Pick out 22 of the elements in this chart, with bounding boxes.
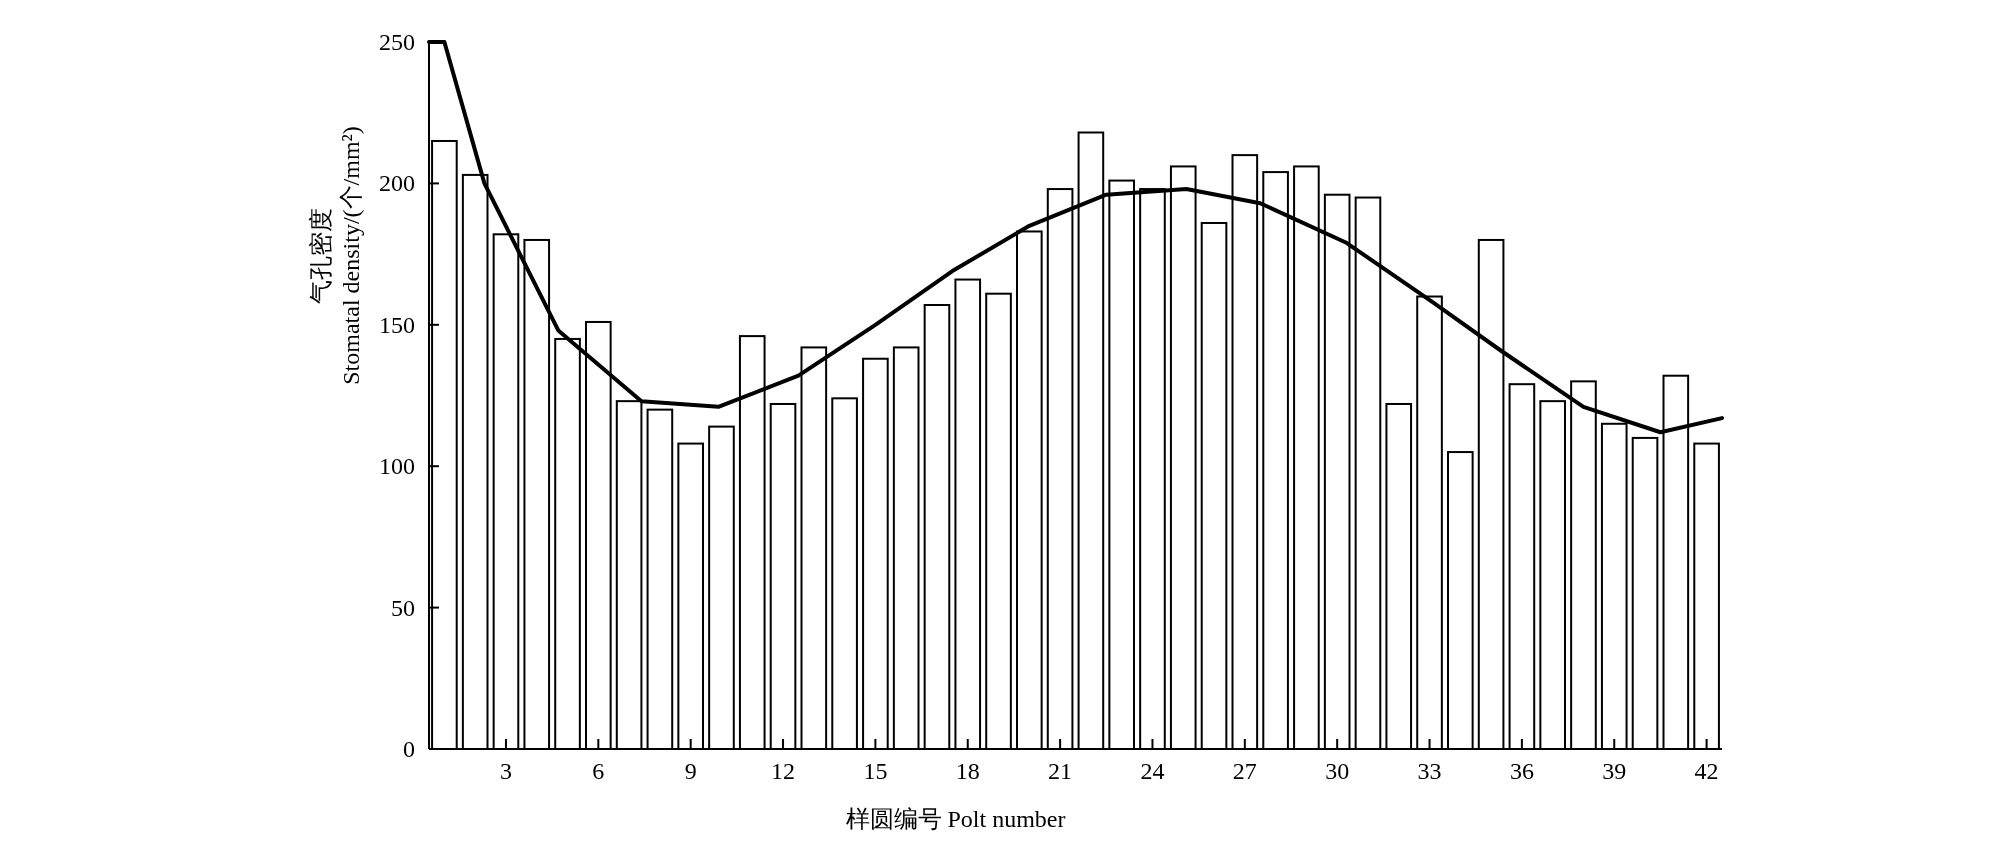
x-tick-label: 15 — [863, 758, 888, 784]
x-tick-label: 39 — [1602, 758, 1627, 784]
y-tick-label: 150 — [379, 311, 415, 338]
y-tick-label: 50 — [391, 594, 415, 621]
y-tick-label: 100 — [379, 453, 415, 480]
x-axis-title: 样圆编号 Polt number — [845, 806, 1066, 832]
y-axis-title: 气孔密度 Stomatal density/(个/mm²) — [308, 126, 364, 385]
x-tick-label: 42 — [1694, 758, 1719, 784]
x-tick-label: 18 — [955, 758, 980, 784]
x-tick-label: 33 — [1417, 758, 1442, 784]
y-tick-label: 250 — [379, 29, 415, 55]
x-tick-label: 27 — [1232, 758, 1257, 784]
x-tick-label: 12 — [771, 758, 796, 784]
y-tick-label: 200 — [379, 170, 415, 197]
x-tick-label: 24 — [1140, 758, 1165, 784]
x-tick-label: 30 — [1325, 758, 1350, 784]
x-tick-label: 21 — [1048, 758, 1073, 784]
x-tick-label: 6 — [592, 758, 605, 784]
x-tick-label: 3 — [499, 758, 512, 784]
y-tick-label: 0 — [403, 736, 415, 762]
x-tick-label: 9 — [684, 758, 697, 784]
x-tick-label: 36 — [1509, 758, 1534, 784]
